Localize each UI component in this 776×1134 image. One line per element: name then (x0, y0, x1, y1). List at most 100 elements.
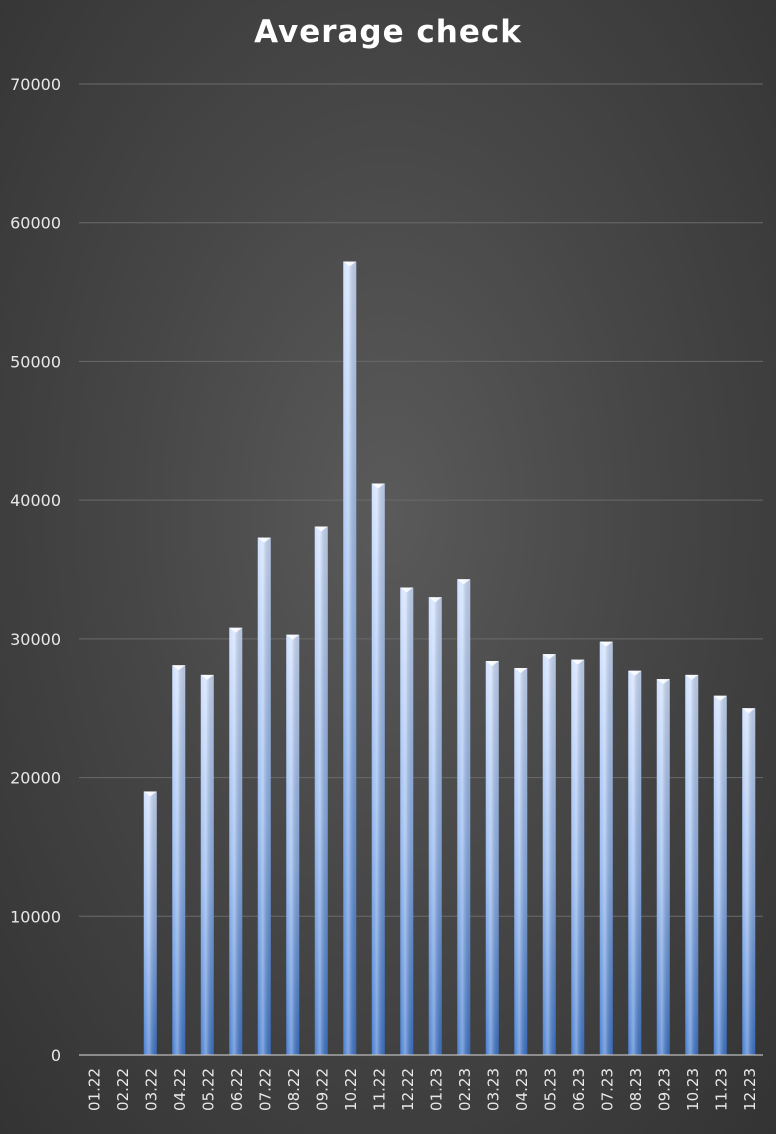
bar (143, 791, 157, 1055)
x-tick-label: 11.22 (370, 1068, 388, 1111)
bar-cap (742, 708, 756, 714)
y-tick-label: 40000 (10, 491, 61, 510)
bar (713, 695, 727, 1055)
bar (628, 670, 642, 1055)
x-tick-label: 01.22 (85, 1068, 103, 1111)
bar (542, 654, 556, 1055)
bar-sheen (314, 526, 328, 1055)
x-tick-label: 03.23 (484, 1068, 502, 1111)
x-tick-label: 11.23 (712, 1068, 730, 1111)
bar (172, 665, 186, 1055)
x-tick-label: 12.23 (741, 1068, 759, 1111)
bar (257, 537, 271, 1055)
bar-sheen (343, 261, 357, 1055)
bar-cap (172, 665, 186, 671)
x-tick-label: 05.22 (199, 1068, 217, 1111)
x-tick-label: 05.23 (541, 1068, 559, 1111)
bar-cap (200, 674, 214, 680)
bar-cap (542, 654, 556, 660)
bar-sheen (514, 667, 528, 1055)
bar (514, 667, 528, 1055)
x-tick-label: 09.22 (313, 1068, 331, 1111)
bar-cap (457, 579, 471, 585)
bar-cap (599, 641, 613, 647)
bar-cap (286, 634, 300, 640)
x-tick-label: 10.22 (342, 1068, 360, 1111)
bar-cap (656, 679, 670, 685)
bar-sheen (485, 661, 499, 1055)
bar-sheen (257, 537, 271, 1055)
bar-cap (400, 587, 414, 593)
bar (485, 661, 499, 1055)
bar-sheen (628, 670, 642, 1055)
bar (286, 634, 300, 1055)
bar-sheen (656, 679, 670, 1055)
bar (200, 674, 214, 1055)
x-tick-label: 08.23 (627, 1068, 645, 1111)
chart-title: Average check (254, 14, 522, 50)
bar-sheen (229, 627, 243, 1055)
bar-cap (428, 597, 442, 603)
bar-sheen (571, 659, 585, 1055)
bar-sheen (713, 695, 727, 1055)
bar-cap (229, 627, 243, 633)
bar-sheen (172, 665, 186, 1055)
x-tick-label: 02.23 (456, 1068, 474, 1111)
bar-cap (514, 667, 528, 673)
bar (343, 261, 357, 1055)
bar-sheen (685, 674, 699, 1055)
x-tick-label: 08.22 (285, 1068, 303, 1111)
bar-sheen (457, 579, 471, 1055)
bar-sheen (143, 791, 157, 1055)
bar-sheen (428, 597, 442, 1055)
bar-sheen (542, 654, 556, 1055)
bar-cap (685, 674, 699, 680)
bar (400, 587, 414, 1055)
x-tick-label: 04.23 (513, 1068, 531, 1111)
x-tick-label: 06.23 (570, 1068, 588, 1111)
bar (742, 708, 756, 1055)
bar-cap (485, 661, 499, 667)
bar-sheen (371, 483, 385, 1055)
bar-sheen (200, 674, 214, 1055)
y-tick-label: 10000 (10, 907, 61, 926)
bar-sheen (599, 641, 613, 1055)
bar (457, 579, 471, 1055)
bar (428, 597, 442, 1055)
bar (571, 659, 585, 1055)
y-tick-label: 50000 (10, 352, 61, 371)
bar-cap (371, 483, 385, 489)
x-tick-label: 09.23 (655, 1068, 673, 1111)
y-tick-label: 70000 (10, 75, 61, 94)
x-tick-label: 07.22 (256, 1068, 274, 1111)
bar (599, 641, 613, 1055)
x-tick-label: 04.22 (171, 1068, 189, 1111)
bar-sheen (286, 634, 300, 1055)
x-tick-label: 12.22 (399, 1068, 417, 1111)
x-tick-label: 03.22 (142, 1068, 160, 1111)
x-tick-label: 07.23 (598, 1068, 616, 1111)
bar (229, 627, 243, 1055)
bar-cap (571, 659, 585, 665)
bar-cap (257, 537, 271, 543)
y-tick-label: 30000 (10, 630, 61, 649)
y-tick-label: 0 (51, 1046, 61, 1065)
x-tick-label: 02.22 (114, 1068, 132, 1111)
x-tick-label: 06.22 (228, 1068, 246, 1111)
x-tick-label: 01.23 (427, 1068, 445, 1111)
bar-cap (713, 695, 727, 701)
bar-cap (628, 670, 642, 676)
y-tick-label: 60000 (10, 214, 61, 233)
x-tick-label: 10.23 (684, 1068, 702, 1111)
bar-sheen (400, 587, 414, 1055)
bar (371, 483, 385, 1055)
bar-cap (143, 791, 157, 797)
bar-cap (343, 261, 357, 267)
bar (685, 674, 699, 1055)
bar (314, 526, 328, 1055)
bar-sheen (742, 708, 756, 1055)
y-tick-label: 20000 (10, 769, 61, 788)
bar-cap (314, 526, 328, 532)
